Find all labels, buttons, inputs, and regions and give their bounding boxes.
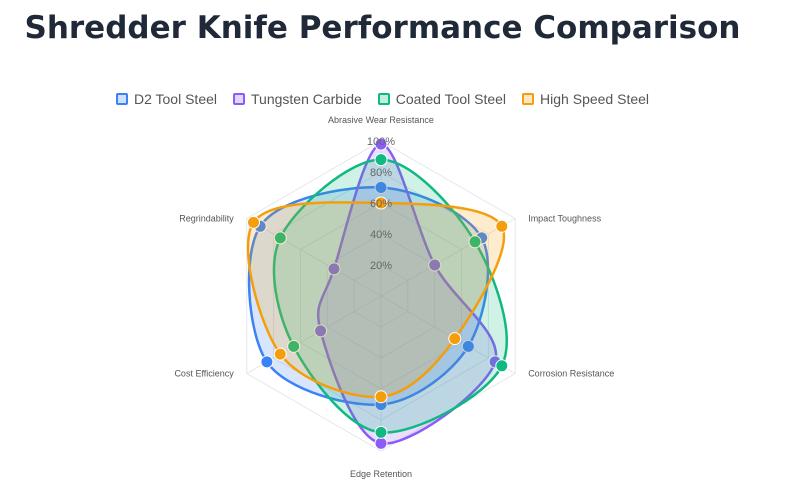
axis-label: Abrasive Wear Resistance — [328, 115, 434, 125]
legend-swatch-hss — [522, 93, 535, 105]
legend-item-tungsten[interactable]: Tungsten Carbide — [233, 91, 362, 107]
data-point — [327, 262, 341, 276]
data-point — [461, 339, 475, 353]
legend-label-hss: High Speed Steel — [540, 91, 650, 107]
legend-item-hss[interactable]: High Speed Steel — [522, 91, 649, 107]
grid-spoke — [380, 218, 516, 297]
tick-label: 40% — [370, 229, 392, 241]
data-point — [314, 324, 328, 338]
data-point — [374, 425, 388, 439]
series-area — [274, 159, 507, 433]
data-point — [448, 332, 462, 346]
grid-spoke — [246, 218, 382, 297]
data-point — [495, 219, 509, 233]
axis-label: Cost Efficiency — [174, 369, 234, 379]
tick-label: 20% — [370, 260, 392, 272]
axis-label: Impact Toughness — [528, 214, 601, 224]
data-point — [374, 436, 388, 450]
data-point — [495, 359, 509, 373]
data-point — [287, 339, 301, 353]
data-point — [260, 355, 274, 369]
data-point — [273, 347, 287, 361]
series-area — [249, 187, 488, 405]
data-point — [247, 215, 260, 229]
legend-label-d2: D2 Tool Steel — [133, 91, 217, 107]
tick-label: 80% — [370, 167, 392, 179]
axis-label: Regrindability — [179, 214, 234, 224]
chart-title: Shredder Knife Performance Comparison — [24, 10, 741, 46]
data-point — [428, 258, 442, 272]
legend-swatch-coated — [377, 93, 390, 105]
legend-label-tungsten: Tungsten Carbide — [251, 91, 362, 107]
tick-label: 60% — [370, 198, 392, 210]
legend-label-coated: Coated Tool Steel — [395, 91, 507, 107]
legend-swatch-d2 — [115, 93, 128, 105]
legend-item-coated[interactable]: Coated Tool Steel — [377, 91, 507, 107]
legend-item-d2[interactable]: D2 Tool Steel — [115, 91, 217, 107]
axis-label: Corrosion Resistance — [528, 369, 614, 379]
series-area — [248, 202, 504, 398]
data-point — [374, 196, 388, 210]
data-point — [374, 181, 388, 194]
data-point — [273, 231, 287, 245]
series-area — [318, 144, 497, 444]
tick-label: 100% — [367, 136, 395, 148]
axis-label: Edge Retention — [350, 469, 412, 479]
data-point — [374, 390, 388, 404]
data-point — [374, 153, 388, 167]
legend: D2 Tool Steel Tungsten Carbide Coated To… — [0, 91, 765, 107]
data-point — [468, 235, 482, 249]
legend-swatch-tungsten — [233, 93, 245, 105]
data-point — [374, 137, 388, 151]
